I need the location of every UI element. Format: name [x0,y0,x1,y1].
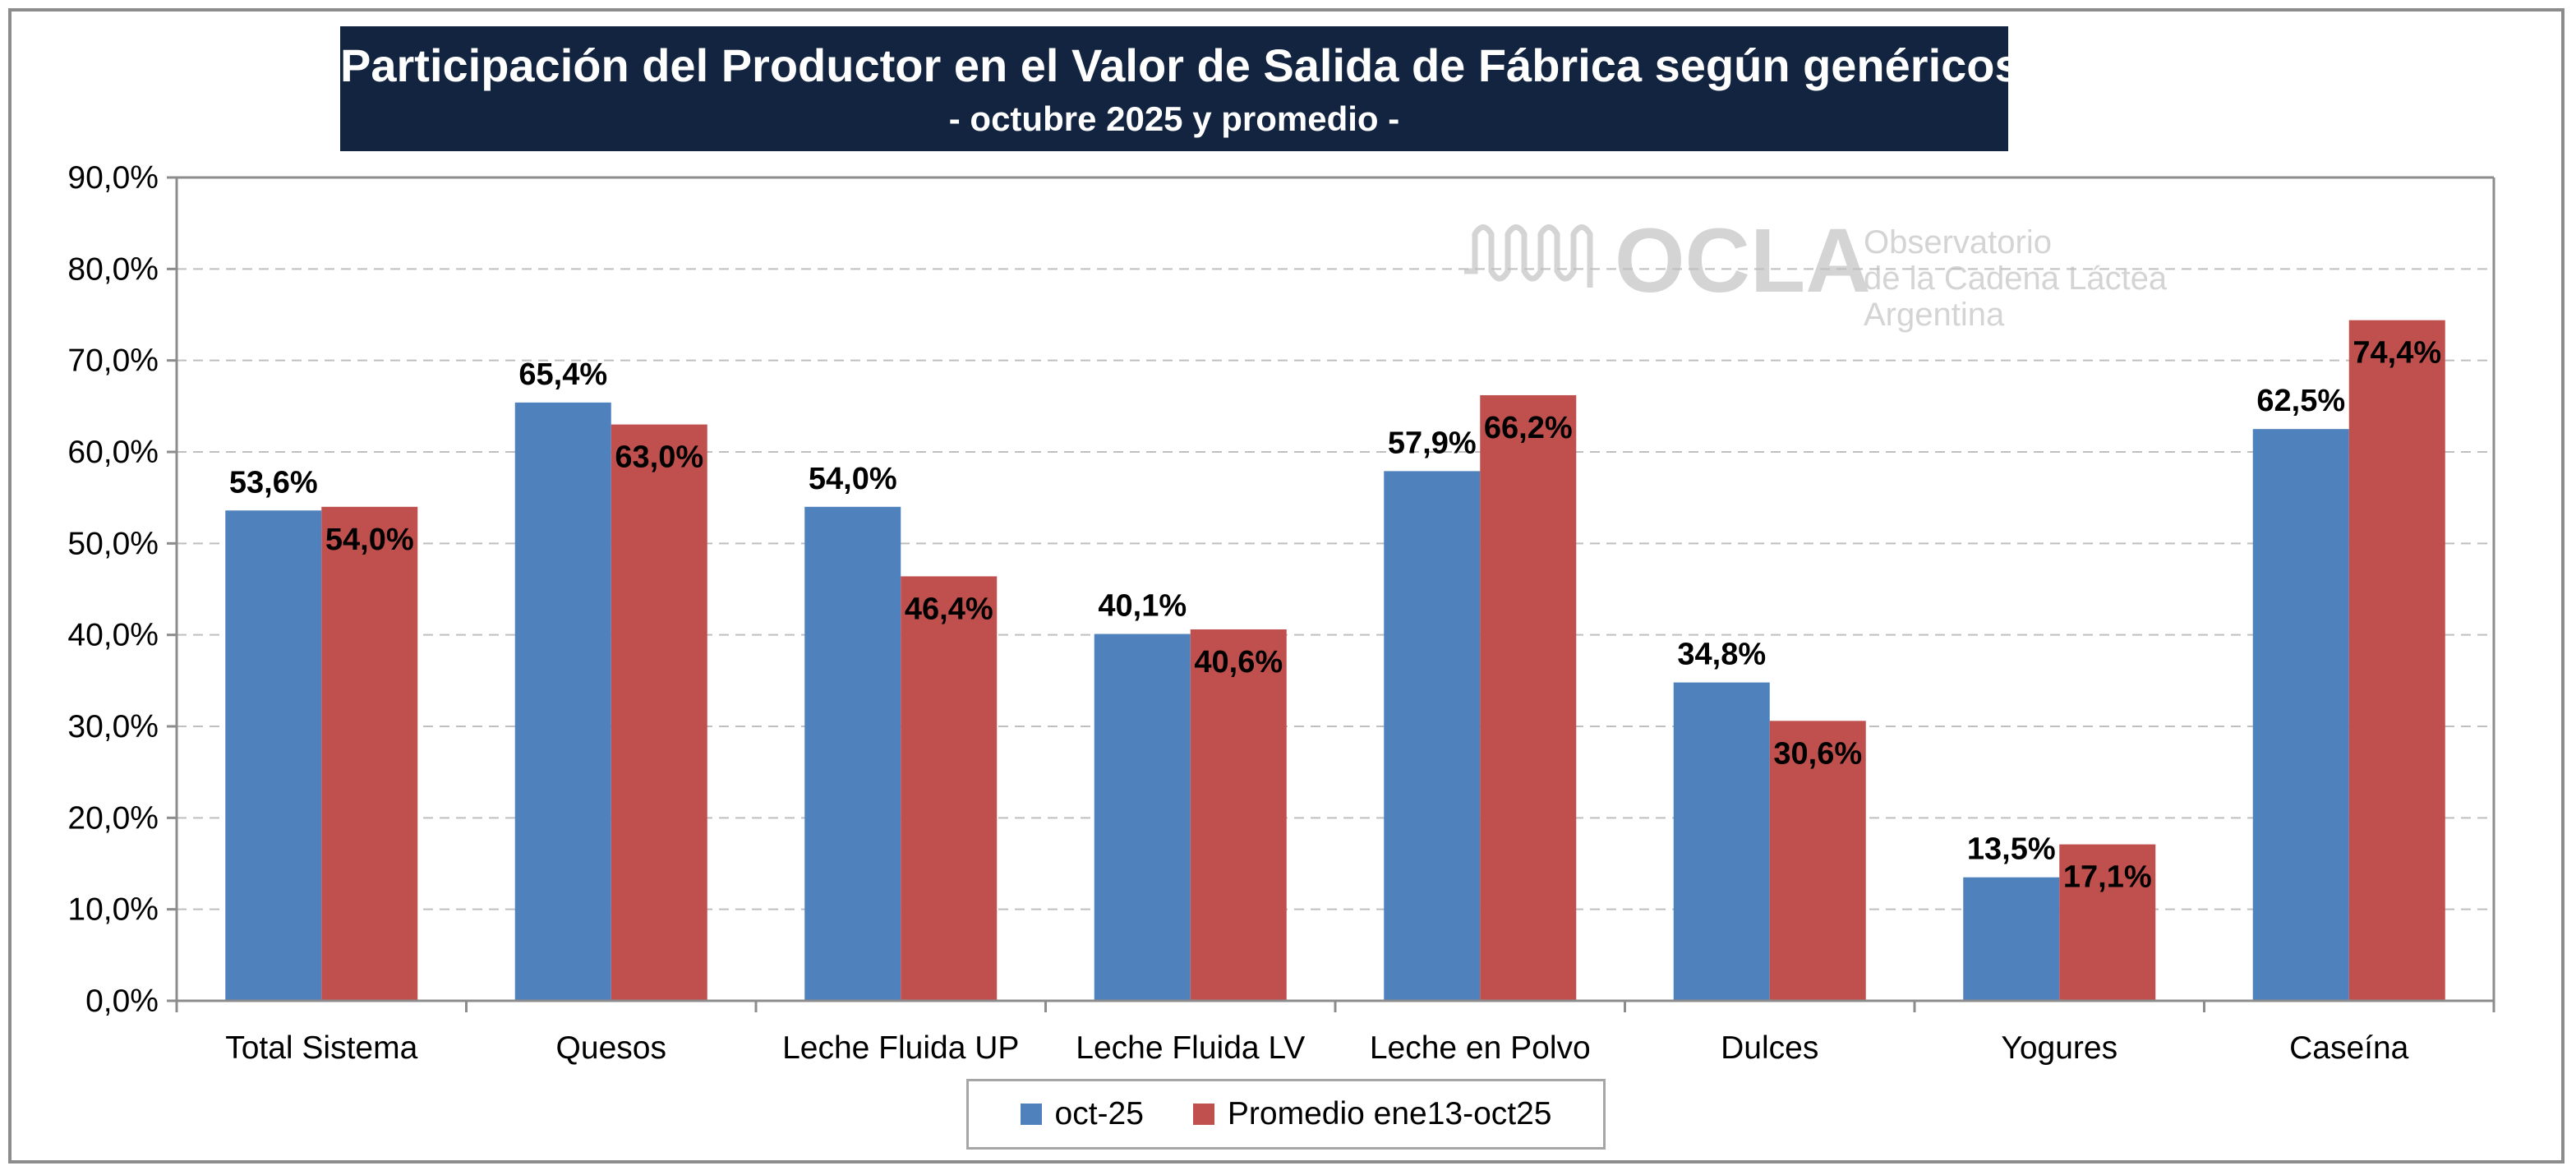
legend-label-series-1: oct-25 [1054,1096,1144,1131]
data-label: 54,0% [809,462,897,496]
watermark-line-3: Argentina [1864,297,2005,333]
data-label: 13,5% [1967,832,2056,867]
y-tick-label: 70,0% [67,343,159,379]
bar-oct-25 [1384,471,1481,1001]
bar-promedio [321,506,418,1001]
data-label: 65,4% [518,357,607,392]
data-labels: 53,6%54,0%65,4%63,0%54,0%46,4% 40,1%40,6%… [229,336,2441,895]
chart-subtitle: - octubre 2025 y promedio - [948,99,1400,138]
data-label: 57,9% [1388,426,1477,460]
y-tick-label: 50,0% [67,526,159,561]
y-tick-label: 30,0% [67,709,159,744]
watermark-logo-text: OCLA [1615,210,1871,311]
legend-label-series-2: Promedio ene13-oct25 [1227,1096,1552,1131]
data-label: 17,1% [2063,860,2152,895]
bar-oct-25 [804,506,901,1001]
data-label: 30,6% [1773,736,1862,771]
legend-item-oct-25: oct-25 [1020,1096,1144,1132]
bar-oct-25 [1963,877,2060,1001]
watermark-line-2: de la Cadena Láctea [1864,260,2168,297]
bar-oct-25 [514,402,611,1001]
y-tick-label: 60,0% [67,435,159,470]
x-category-labels: Total Sistema Quesos Leche Fluida UP Leche … [225,1030,2408,1066]
legend-swatch-series-1 [1020,1104,1042,1125]
data-label: 46,4% [905,592,993,626]
y-tick-label: 0,0% [85,984,159,1019]
bars-group [225,320,2445,1001]
data-label: 34,8% [1677,638,1766,672]
data-label: 54,0% [325,523,414,557]
bar-oct-25 [225,510,322,1001]
bar-promedio [2059,844,2156,1001]
x-category-label: Leche en Polvo [1370,1030,1591,1066]
y-tick-label: 80,0% [67,251,159,287]
x-category-label: Leche Fluida LV [1076,1030,1305,1066]
bar-oct-25 [1673,682,1770,1001]
bar-promedio [2348,320,2445,1001]
title-banner: Participación del Productor en el Valor … [340,26,2021,151]
bar-promedio [901,576,998,1001]
legend: oct-25 Promedio ene13-oct25 [966,1079,1606,1150]
chart-title: Participación del Productor en el Valor … [340,39,2021,91]
data-label: 66,2% [1484,411,1573,445]
y-tick-labels: 0,0% 10,0% 20,0% 30,0% 40,0% 50,0% 60,0% 70,0% 8… [67,160,159,1019]
y-tick-label: 10,0% [67,892,159,928]
data-label: 62,5% [2256,384,2345,418]
data-label: 40,6% [1194,645,1283,680]
legend-item-promedio: Promedio ene13-oct25 [1192,1096,1552,1132]
y-tick-label: 20,0% [67,800,159,836]
data-label: 63,0% [615,440,703,475]
x-category-label: Yogures [2001,1030,2117,1066]
x-category-label: Caseína [2289,1030,2409,1066]
x-category-label: Leche Fluida UP [782,1030,1019,1066]
legend-swatch-series-2 [1192,1104,1214,1125]
data-label: 40,1% [1098,589,1187,624]
bar-oct-25 [1094,634,1191,1001]
bar-promedio [611,424,707,1001]
watermark-line-1: Observatorio [1864,224,2052,260]
data-label: 74,4% [2353,336,2441,371]
x-category-label: Dulces [1721,1030,1818,1066]
data-label: 53,6% [229,465,318,500]
bar-promedio [1769,721,1866,1001]
y-tick-label: 90,0% [67,160,159,196]
bar-oct-25 [2252,429,2349,1001]
axes-group [167,176,2495,1012]
bar-promedio [1480,394,1577,1001]
milk-wave-logo-icon [1464,224,1593,288]
ocla-watermark: OCLA Observatorio de la Cadena Láctea Ar… [1464,210,2168,333]
y-tick-label: 40,0% [67,618,159,653]
bar-promedio [1190,629,1287,1001]
x-category-label: Quesos [556,1030,666,1066]
x-category-label: Total Sistema [225,1030,417,1066]
